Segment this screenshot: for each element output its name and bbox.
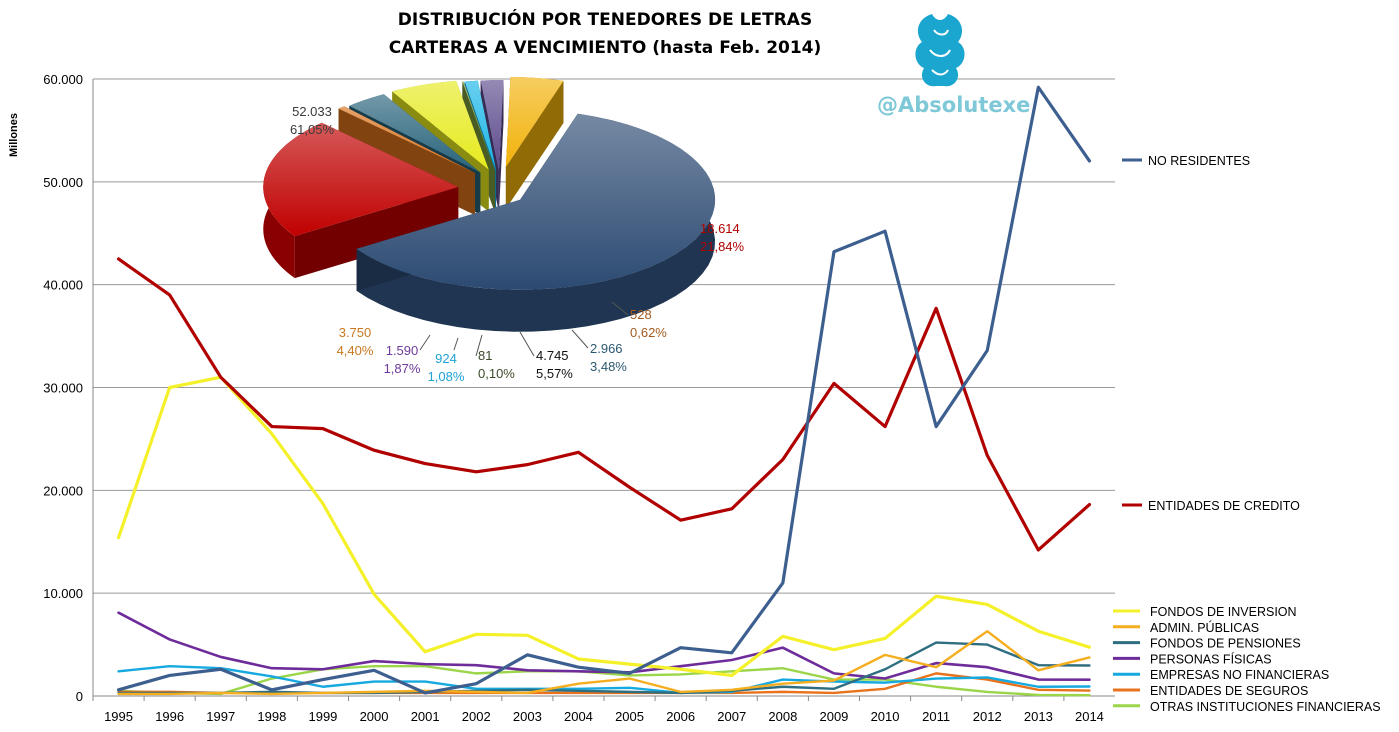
x-tick-label: 1995 (104, 709, 133, 724)
pie-leader-line (419, 334, 431, 351)
y-tick-label: 30.000 (43, 381, 83, 396)
x-tick-label: 1997 (206, 709, 235, 724)
y-tick-label: 20.000 (43, 483, 83, 498)
series-line-2 (116, 375, 1092, 678)
pie-value-label: 924 (435, 351, 457, 366)
series-line-1 (116, 257, 1092, 552)
pie-slice-highlight (338, 106, 476, 173)
pie-chart (263, 76, 716, 332)
x-tick-label: 2005 (615, 709, 644, 724)
pie-percent-label: 5,57% (536, 366, 573, 381)
y-axis: 0 10.000 20.000 30.000 40.000 50.000 60.000 Mil… (8, 72, 83, 704)
legend-label: OTRAS INSTITUCIONES FINANCIERAS (1150, 700, 1381, 714)
brand-handle: @Absolutexe (877, 93, 1030, 117)
x-tick-label: 1996 (155, 709, 184, 724)
pie-slice-0 (356, 113, 716, 332)
series-line-4 (117, 641, 1091, 695)
legend-label: ADMIN. PÚBLICAS (1150, 620, 1259, 635)
pie-percent-label: 1,08% (428, 369, 465, 384)
x-tick-label: 1998 (257, 709, 286, 724)
pie-slice-highlight (263, 122, 459, 237)
x-tick-label: 2009 (819, 709, 848, 724)
pie-percent-label: 3,48% (590, 359, 627, 374)
series-line-0 (116, 85, 1092, 695)
x-tick-label: 1999 (308, 709, 337, 724)
pie-slice-side (356, 113, 716, 332)
y-axis-label: Millones (8, 113, 20, 157)
chart-title-line-1: DISTRIBUCIÓN POR TENEDORES DE LETRAS (397, 10, 813, 30)
x-tick-label: 2004 (564, 709, 593, 724)
pie-leader-line (519, 331, 535, 357)
pie-leader-line (571, 329, 589, 349)
x-tick-label: 2006 (666, 709, 695, 724)
pie-value-label: 1.590 (386, 343, 419, 358)
pie-slice-highlight (349, 94, 481, 173)
legend-label: PERSONAS FÍSICAS (1150, 651, 1272, 666)
x-tick-label: 2011 (922, 709, 950, 724)
legend-label: ENTIDADES DE SEGUROS (1150, 684, 1308, 698)
legend-label: FONDOS DE PENSIONES (1150, 637, 1301, 651)
pie-percent-label: 4,40% (337, 343, 374, 358)
series-line-3 (117, 630, 1091, 696)
griffin-logo-icon (915, 14, 965, 87)
pie-value-label: 81 (478, 348, 492, 363)
pie-value-label: 4.745 (536, 348, 569, 363)
chart-title-line-2: CARTERAS A VENCIMIENTO (hasta Feb. 2014) (388, 38, 822, 58)
pie-slice-face (498, 80, 504, 213)
pie-leader-line (475, 334, 483, 357)
pie-slice-highlight (356, 113, 716, 290)
x-tick-label: 2001 (411, 709, 440, 724)
pie-slice-highlight (462, 81, 495, 171)
x-tick-label: 2002 (462, 709, 491, 724)
legend-label: EMPRESAS NO FINANCIERAS (1150, 668, 1329, 682)
pie-labels: 52.033 61,05% 18.614 21,84% 528 0,62% 2.966 3,4… (290, 104, 745, 384)
pie-leader-line (611, 301, 629, 316)
pie-slice-highlight (505, 76, 564, 167)
x-tick-label: 2007 (717, 709, 746, 724)
legend-label: FONDOS DE INVERSION (1150, 605, 1297, 619)
pie-value-label: 3.750 (339, 325, 372, 340)
y-tick-label: 0 (76, 689, 83, 704)
x-tick-label: 2008 (768, 709, 797, 724)
legend-label: NO RESIDENTES (1148, 154, 1250, 168)
y-tick-label: 40.000 (43, 278, 83, 293)
pie-percent-label: 1,87% (384, 361, 421, 376)
pie-value-label: 528 (630, 307, 652, 322)
legend: NO RESIDENTES ENTIDADES DE CREDITO FONDOS … (1113, 154, 1381, 714)
pie-slice-1 (263, 122, 459, 279)
y-tick-label: 10.000 (43, 586, 83, 601)
pie-percent-label: 21,84% (700, 239, 745, 254)
x-axis: 1995 1996 1997 1998 1999 2000 2001 2002 2003 2004… (92, 696, 1104, 724)
pie-leader-line (453, 337, 459, 351)
pie-percent-label: 61,05% (290, 122, 335, 137)
pie-percent-label: 0,62% (630, 325, 667, 340)
pie-slice-highlight (464, 80, 497, 171)
pie-value-label: 52.033 (292, 104, 332, 119)
pie-slice-highlight (392, 80, 489, 170)
pie-slice-face (505, 80, 564, 209)
line-series-group (116, 85, 1092, 697)
pie-slice-face (294, 187, 459, 279)
series-line-6 (117, 664, 1091, 695)
x-tick-label: 2014 (1075, 709, 1104, 724)
x-tick-label: 2010 (871, 709, 900, 724)
x-tick-label: 2013 (1024, 709, 1053, 724)
x-tick-label: 2003 (513, 709, 542, 724)
pie-slice-highlight (480, 80, 504, 171)
legend-label: ENTIDADES DE CREDITO (1148, 499, 1300, 513)
pie-value-label: 18.614 (700, 221, 740, 236)
pie-value-label: 2.966 (590, 341, 623, 356)
y-tick-label: 50.000 (43, 175, 83, 190)
pie-slice-8 (505, 76, 564, 209)
pie-percent-label: 0,10% (478, 366, 515, 381)
y-tick-label: 60.000 (43, 72, 83, 87)
x-tick-label: 2000 (360, 709, 389, 724)
x-tick-label: 2012 (973, 709, 1002, 724)
